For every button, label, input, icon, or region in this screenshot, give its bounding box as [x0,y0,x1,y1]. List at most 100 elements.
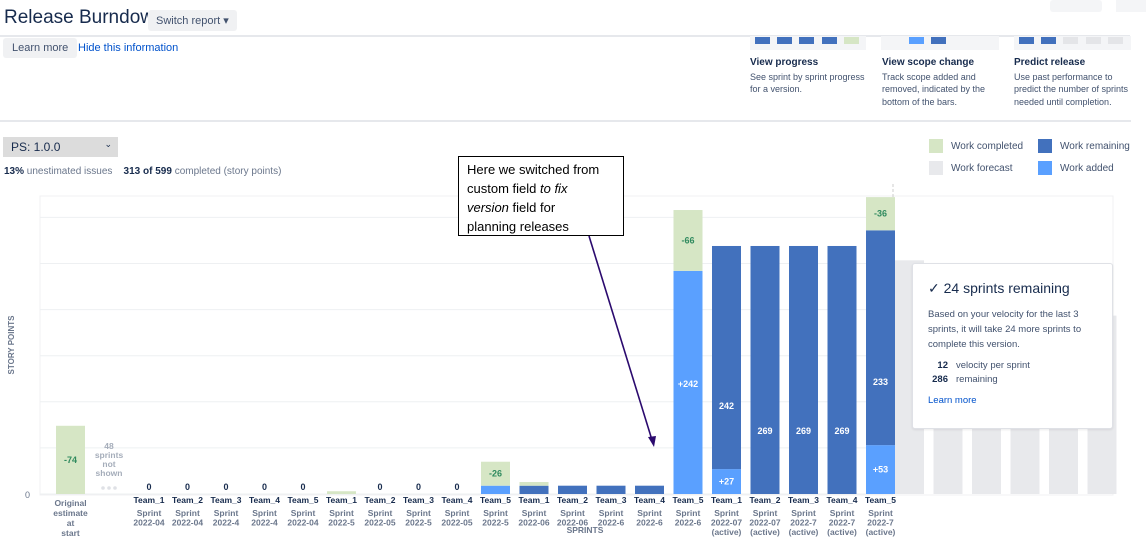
bar-remaining [866,230,895,446]
added-label: +27 [719,477,734,487]
switch-report-button[interactable]: Switch report ▾ [148,10,237,31]
x-tick-sprint: (active) [827,527,857,537]
swatch [1038,161,1052,175]
swatch [929,161,943,175]
x-tick-sprint: 2022-04 [287,518,318,528]
x-tick-sprint: Sprint [214,508,239,518]
x-tick-sprint: (active) [712,527,742,537]
x-tick-label: start [61,528,80,538]
forecast-title: 24 sprints remaining [943,280,1070,296]
zero-label: 0 [146,482,151,492]
remaining-row: 286 remaining [932,374,998,385]
x-tick-sprint: 2022-7 [867,518,894,528]
x-tick-team: Team_1 [518,495,549,505]
x-tick-sprint: 2022-07 [711,518,742,528]
remaining-label: 269 [834,426,849,436]
x-tick-sprint: 2022-05 [364,518,395,528]
x-tick-sprint: 2022-6 [675,518,702,528]
x-tick-label: at [67,518,75,528]
bar-added [673,270,703,494]
check-icon: ✓ [928,280,940,296]
hide-info-link[interactable]: Hide this information [78,42,179,54]
header-button[interactable] [1050,0,1102,12]
completed-label: -26 [489,469,502,479]
x-tick-sprint: Sprint [714,508,739,518]
dots-icon [113,486,117,490]
bar-remaining [750,245,780,494]
forecast-learn-more-link[interactable]: Learn more [928,395,977,406]
x-tick-sprint: 2022-5 [328,518,355,528]
swatch [929,139,943,153]
x-tick-sprint: Sprint [406,508,431,518]
completed-label: -74 [64,455,77,465]
x-tick-sprint: 2022-5 [405,518,432,528]
x-tick-sprint: 2022-7 [829,518,856,528]
x-tick-team: Team_4 [634,495,665,505]
legend-work-forecast: Work forecast [929,161,1013,175]
dots-icon [101,486,105,490]
forecast-card: ✓ 24 sprints remaining Based on your vel… [912,263,1113,429]
x-tick-sprint: 2022-06 [557,518,588,528]
hidden-sprints-note: 48 [104,441,114,451]
bar-remaining [558,485,587,494]
x-tick-team: Team_3 [595,495,626,505]
x-tick-sprint: Sprint [637,508,662,518]
version-stats: 13% unestimated issues 313 of 599 comple… [4,166,282,177]
zero-label: 0 [262,482,267,492]
hidden-sprints-note: sprints [95,450,124,460]
hidden-sprints-note: not [102,459,115,469]
x-tick-sprint: (active) [866,527,896,537]
x-tick-sprint: Sprint [368,508,393,518]
bar-remaining [712,245,741,470]
x-tick-team: Team_5 [672,495,703,505]
bar-remaining [596,485,626,494]
learn-more-button[interactable]: Learn more [3,38,78,58]
x-tick-sprint: Sprint [868,508,893,518]
x-tick-sprint: Sprint [483,508,508,518]
x-tick-sprint: Sprint [175,508,200,518]
completed-label: -66 [681,235,694,245]
page-title: Release Burndown [4,7,165,28]
y-axis-label: STORY POINTS [7,315,16,375]
bar-remaining [827,245,857,494]
x-tick-sprint: 2022-05 [441,518,472,528]
bar-completed [481,461,510,486]
version-select[interactable]: PS: 1.0.0 ⌄ [3,137,118,157]
divider [0,120,1131,122]
added-label: +242 [678,379,698,389]
x-tick-team: Team_4 [441,495,472,505]
progress-illustration [750,36,866,50]
legend-work-remaining: Work remaining [1038,139,1130,153]
x-tick-sprint: 2022-06 [518,518,549,528]
predict-illustration [1014,36,1131,50]
x-tick-sprint: 2022-7 [790,518,817,528]
x-tick-team: Team_4 [249,495,280,505]
x-tick-team: Team_1 [133,495,164,505]
bar-added [712,469,741,494]
divider [0,35,1130,37]
x-tick-team: Team_2 [749,495,780,505]
x-tick-sprint: Sprint [830,508,855,518]
x-tick-sprint: 2022-04 [172,518,203,528]
bar-completed [866,197,895,231]
x-tick-sprint: 2022-5 [482,518,509,528]
more-button[interactable] [1116,0,1146,12]
x-tick-sprint: Sprint [753,508,778,518]
x-tick-sprint: 2022-04 [133,518,164,528]
x-tick-team: Team_1 [326,495,357,505]
x-tick-sprint: 2022-4 [213,518,240,528]
x-tick-team: Team_3 [210,495,241,505]
chevron-down-icon: ▾ [223,15,229,27]
zero-label: 0 [185,482,190,492]
added-label: +53 [873,465,888,475]
x-tick-team: Team_5 [480,495,511,505]
x-tick-sprint: Sprint [599,508,624,518]
x-tick-sprint: (active) [750,527,780,537]
x-tick-team: Team_2 [172,495,203,505]
zero-label: 0 [377,482,382,492]
x-tick-sprint: 2022-4 [251,518,278,528]
info-view-progress: View progress See sprint by sprint progre… [750,57,865,94]
zero-label: 0 [416,482,421,492]
switch-report-label: Switch report [156,15,221,27]
dots-icon [107,486,111,490]
